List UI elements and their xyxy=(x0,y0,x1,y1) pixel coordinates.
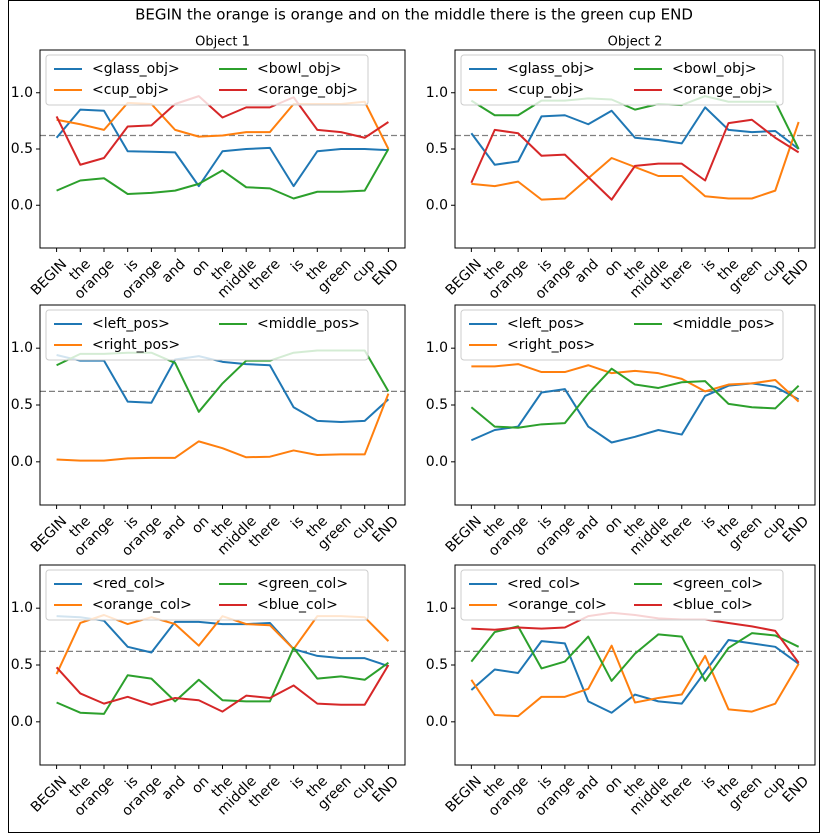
y-tick-label: 0.0 xyxy=(426,197,448,213)
axes-frame xyxy=(454,564,816,766)
y-tick-label: 0.0 xyxy=(11,197,33,213)
legend-box xyxy=(460,309,784,361)
series-line xyxy=(470,625,800,682)
series-line xyxy=(471,363,800,403)
axes-frame xyxy=(39,304,406,506)
series-line xyxy=(470,106,800,166)
axes-title: Object 1 xyxy=(195,35,250,50)
x-tick-label: BEGIN xyxy=(28,773,70,815)
legend-box xyxy=(460,569,784,621)
y-tick-label: 0.5 xyxy=(11,141,33,157)
x-tick-label: and xyxy=(572,773,602,803)
axes-frame xyxy=(39,564,406,766)
series-line xyxy=(55,664,390,713)
y-tick-label: 0.0 xyxy=(426,714,448,730)
y-tick-label: 0.0 xyxy=(426,454,448,470)
legend-box xyxy=(460,54,784,106)
legend-box xyxy=(45,54,369,106)
x-tick-label: on xyxy=(602,513,626,537)
legend-label: <middle_pos> xyxy=(672,316,775,332)
legend-label: <green_col> xyxy=(257,576,348,592)
x-tick-label: BEGIN xyxy=(443,773,485,815)
y-tick-label: 0.5 xyxy=(11,397,33,413)
x-tick-label: BEGIN xyxy=(28,256,70,298)
series-line xyxy=(56,393,390,462)
x-tick-label: END xyxy=(780,256,813,289)
legend-label: <cup_obj> xyxy=(507,82,584,98)
x-tick-label: BEGIN xyxy=(28,513,70,555)
y-tick-label: 0.5 xyxy=(11,657,33,673)
x-tick-label: and xyxy=(159,513,189,543)
series-line xyxy=(56,354,390,424)
x-tick-label: on xyxy=(189,513,213,537)
y-tick-label: 0.0 xyxy=(11,714,33,730)
x-tick-label: END xyxy=(780,513,813,546)
series-line xyxy=(56,148,390,200)
y-tick-label: 0.5 xyxy=(426,141,448,157)
x-tick-label: END xyxy=(369,513,402,546)
legend-label: <orange_col> xyxy=(92,597,192,613)
y-tick-label: 0.5 xyxy=(426,397,448,413)
y-tick-label: 1.0 xyxy=(426,600,448,616)
legend-label: <left_pos> xyxy=(507,316,585,332)
legend-label: <orange_col> xyxy=(507,597,607,613)
y-tick-label: 1.0 xyxy=(11,600,33,616)
legend-label: <bowl_obj> xyxy=(672,61,757,77)
legend-label: <red_col> xyxy=(92,576,166,592)
x-tick-label: END xyxy=(780,773,813,806)
x-tick-label: on xyxy=(602,256,626,280)
y-tick-label: 1.0 xyxy=(426,85,448,101)
x-tick-label: on xyxy=(602,773,626,797)
series-line xyxy=(470,639,800,714)
legend-box xyxy=(45,569,369,621)
x-tick-label: BEGIN xyxy=(443,256,485,298)
legend-label: <middle_pos> xyxy=(257,316,360,332)
series-line xyxy=(471,121,800,201)
legend-label: <right_pos> xyxy=(92,337,180,353)
y-tick-label: 0.5 xyxy=(426,657,448,673)
legend-box xyxy=(45,309,369,361)
series-line xyxy=(470,644,800,718)
legend-label: <blue_col> xyxy=(257,597,338,613)
legend-label: <cup_obj> xyxy=(92,82,169,98)
y-tick-label: 1.0 xyxy=(426,340,448,356)
series-line xyxy=(470,118,800,201)
legend-label: <green_col> xyxy=(672,576,763,592)
figure-title: BEGIN the orange is orange and on the mi… xyxy=(135,6,693,24)
series-line xyxy=(470,367,800,429)
x-tick-label: END xyxy=(369,256,402,289)
series-line xyxy=(55,95,389,166)
series-line xyxy=(470,382,800,444)
axes-title: Object 2 xyxy=(608,35,663,50)
x-tick-label: and xyxy=(159,773,189,803)
series-line xyxy=(55,108,389,188)
figure-frame xyxy=(8,0,820,833)
legend-label: <orange_obj> xyxy=(672,82,773,98)
legend-label: <glass_obj> xyxy=(507,61,595,77)
x-tick-label: and xyxy=(159,256,189,286)
x-tick-label: and xyxy=(572,513,602,543)
legend-label: <left_pos> xyxy=(92,316,170,332)
series-line xyxy=(56,100,390,150)
x-tick-label: and xyxy=(572,256,602,286)
x-tick-label: on xyxy=(189,773,213,797)
legend-label: <glass_obj> xyxy=(92,61,180,77)
legend-label: <bowl_obj> xyxy=(257,61,342,77)
axes-frame xyxy=(39,49,406,249)
y-tick-label: 0.0 xyxy=(11,454,33,470)
axes-frame xyxy=(454,304,816,506)
legend-label: <right_pos> xyxy=(507,337,595,353)
x-tick-label: BEGIN xyxy=(443,513,485,555)
x-tick-label: on xyxy=(189,256,213,280)
x-tick-label: END xyxy=(369,773,402,806)
axes-frame xyxy=(454,49,816,249)
y-tick-label: 1.0 xyxy=(11,340,33,356)
series-line xyxy=(56,615,389,668)
y-tick-label: 1.0 xyxy=(11,85,33,101)
legend-label: <red_col> xyxy=(507,576,581,592)
legend-label: <orange_obj> xyxy=(257,82,358,98)
legend-label: <blue_col> xyxy=(672,597,753,613)
